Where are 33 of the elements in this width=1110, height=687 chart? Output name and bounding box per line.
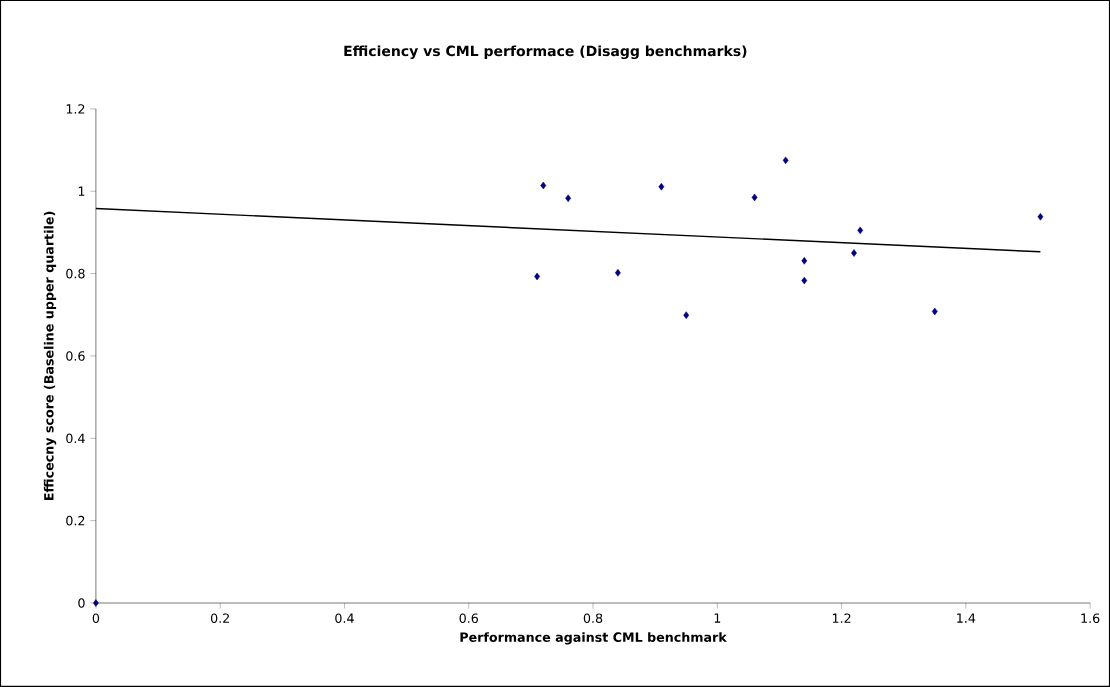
x-tick-label: 0.6 — [459, 613, 479, 624]
point — [683, 311, 690, 319]
y-tick-label: 1 — [78, 186, 85, 196]
point — [615, 269, 621, 277]
y-tick-label: 0.4 — [66, 433, 85, 444]
point — [1037, 213, 1044, 221]
point — [857, 226, 864, 235]
point — [931, 307, 938, 316]
y-axis-title: Efficecny score (Baseline upper quartile) — [43, 211, 57, 500]
chart-title: Efficiency vs CML performace (Disagg benchmarks) — [344, 45, 747, 60]
point — [801, 276, 808, 285]
x-tick-label: 1.6 — [1081, 613, 1100, 624]
point — [801, 257, 808, 265]
point — [565, 194, 572, 203]
x-axis-title: Performance against CML benchmark — [460, 632, 727, 645]
x-tick-label: 0.2 — [210, 613, 229, 624]
x-tick-label: 0 — [92, 613, 100, 624]
y-tick-label: 0.2 — [66, 515, 85, 526]
y-tick-label: 1.2 — [66, 104, 85, 114]
point — [658, 183, 665, 191]
x-tick-label: 1.4 — [957, 613, 976, 623]
point — [851, 249, 857, 257]
x-tick-label: 0.4 — [335, 613, 354, 624]
y-tick-label: 0 — [78, 598, 85, 608]
point — [782, 156, 789, 165]
point — [93, 599, 99, 607]
point — [751, 193, 758, 202]
x-tick-label: 1.2 — [832, 613, 851, 623]
x-tick-label: 0.8 — [583, 613, 603, 624]
y-tick-label: 0.8 — [66, 268, 85, 279]
y-tick-label: 0.6 — [66, 351, 85, 361]
point — [540, 181, 547, 190]
x-tick-label: 1 — [714, 613, 721, 623]
